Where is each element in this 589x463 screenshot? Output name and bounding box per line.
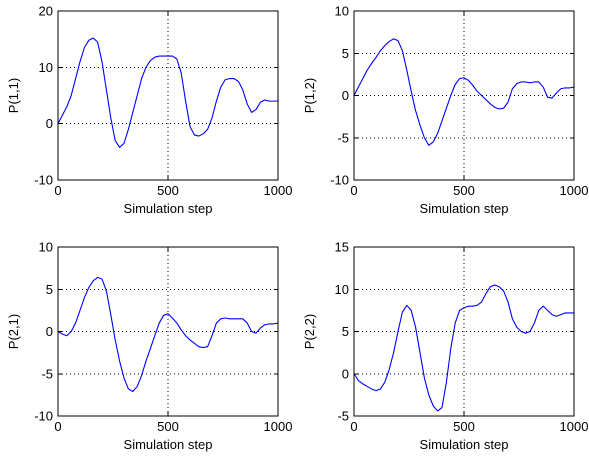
y-tick-label: -5 <box>337 130 349 145</box>
series-line-p12 <box>353 38 575 146</box>
x-axis-label: Simulation step <box>124 201 213 216</box>
y-axis-label: P(2,2) <box>302 314 317 349</box>
y-axis-label: P(2,1) <box>6 314 21 349</box>
subplot-p21: 0 500 1000 -10 -5 0 5 10 Simulation step P(2,1) <box>6 240 292 453</box>
x-tick-label: 0 <box>54 419 61 434</box>
y-tick-label: 10 <box>335 4 349 19</box>
y-tick-label: 5 <box>342 324 349 339</box>
y-tick-label: 15 <box>335 240 349 255</box>
x-tick-label: 0 <box>54 183 61 198</box>
x-axis-label: Simulation step <box>420 201 509 216</box>
series-line-p11 <box>57 37 279 148</box>
y-tick-label: 0 <box>46 324 53 339</box>
y-tick-label: -10 <box>34 409 53 424</box>
x-tick-label: 1000 <box>560 419 589 434</box>
x-tick-label: 500 <box>453 183 475 198</box>
x-tick-label: 0 <box>350 183 357 198</box>
x-axis-label: Simulation step <box>124 437 213 452</box>
y-tick-label: 5 <box>342 46 349 61</box>
y-tick-label: -10 <box>330 173 349 188</box>
x-tick-label: 500 <box>157 419 179 434</box>
y-tick-label: -5 <box>41 366 53 381</box>
x-tick-label: 500 <box>453 419 475 434</box>
y-axis-label: P(1,2) <box>302 78 317 113</box>
x-tick-label: 1000 <box>560 183 589 198</box>
y-tick-label: 10 <box>335 282 349 297</box>
x-tick-label: 0 <box>350 419 357 434</box>
y-axis-label: P(1,1) <box>6 78 21 113</box>
y-tick-label: 5 <box>46 282 53 297</box>
y-tick-label: 0 <box>46 116 53 131</box>
y-tick-label: -10 <box>34 173 53 188</box>
subplot-p12: 0 500 1000 -10 -5 0 5 10 Simulation step P(1,2) <box>302 4 588 217</box>
y-tick-label: -5 <box>337 409 349 424</box>
y-tick-label: 10 <box>39 240 53 255</box>
x-tick-label: 1000 <box>264 183 293 198</box>
x-tick-label: 500 <box>157 183 179 198</box>
y-tick-label: 20 <box>39 4 53 19</box>
y-tick-label: 10 <box>39 60 53 75</box>
x-axis-label: Simulation step <box>420 437 509 452</box>
series-line-p22 <box>353 284 575 412</box>
y-tick-label: 0 <box>342 88 349 103</box>
y-tick-label: 0 <box>342 366 349 381</box>
x-tick-label: 1000 <box>264 419 293 434</box>
series-line-p21 <box>57 276 279 393</box>
